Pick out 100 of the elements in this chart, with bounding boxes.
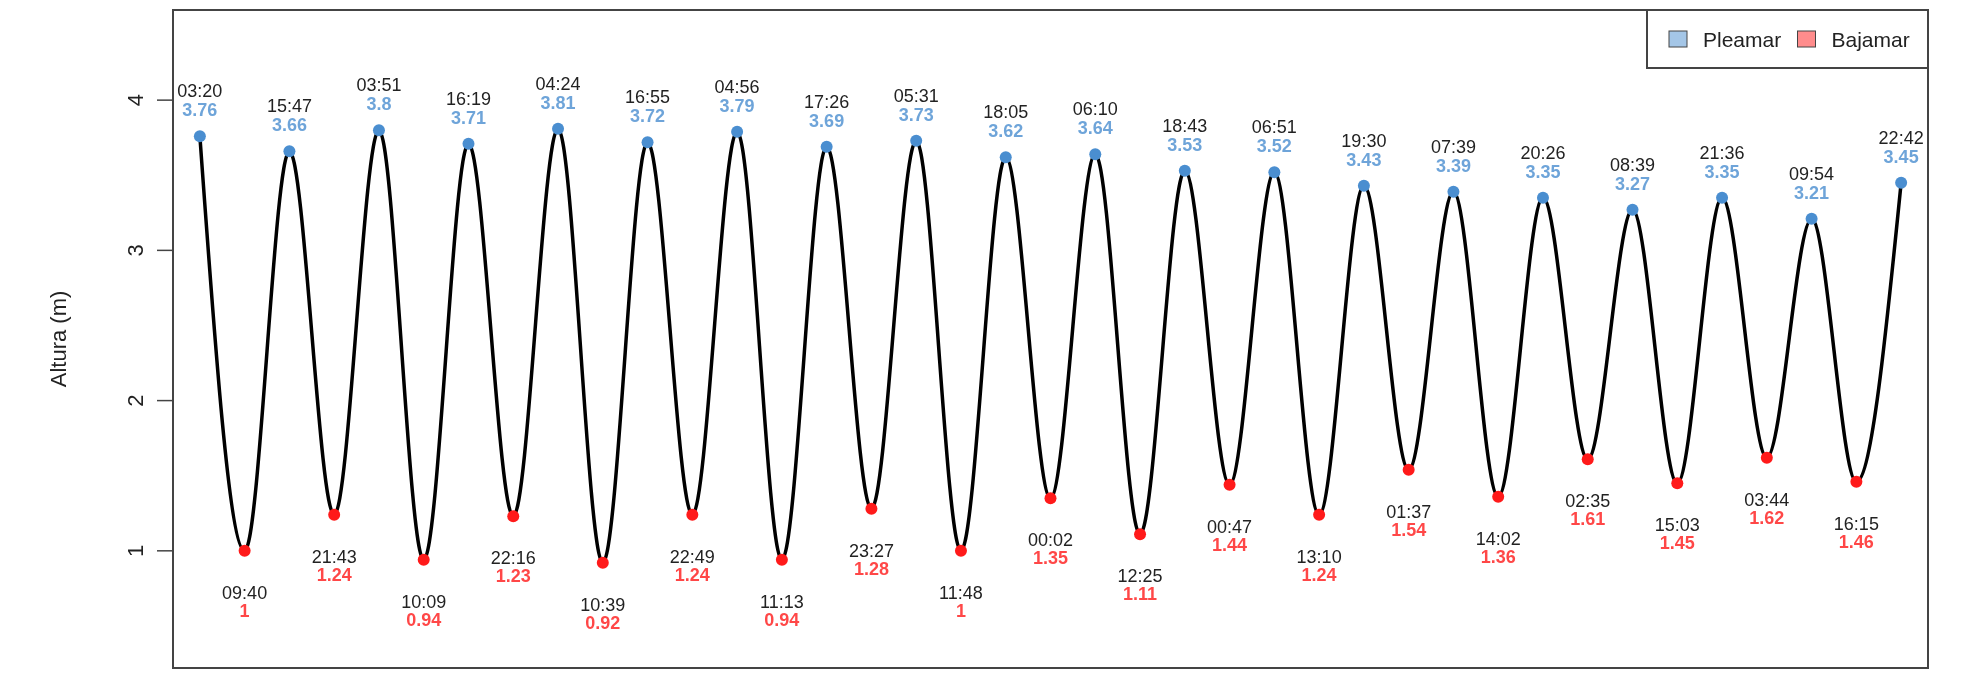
point: [775, 553, 788, 566]
annotation: 23:27: [848, 540, 894, 561]
annotation: 09:40: [222, 582, 268, 603]
data-label: 3.62: [988, 121, 1024, 142]
data-label: 3.71: [450, 107, 487, 128]
data-label: 3.66: [271, 115, 307, 136]
point: [1223, 478, 1236, 491]
data-label: 1.44: [1212, 534, 1248, 555]
data-label: 1.62: [1749, 507, 1785, 528]
legend-label: Bajamar: [1831, 28, 1910, 51]
point: [507, 510, 520, 523]
point: [1313, 508, 1326, 521]
data-label: 3.64: [1077, 118, 1113, 139]
data-label: 1.11: [1123, 584, 1158, 605]
data-label: 3.43: [1346, 149, 1382, 170]
data-label: 3.8: [366, 94, 392, 115]
data-label: 3.53: [1167, 134, 1203, 155]
data-label: 3.73: [898, 104, 934, 125]
annotation: 17:26: [804, 91, 850, 112]
annotation: 18:43: [1162, 115, 1208, 136]
y-tick-label: 2: [123, 394, 148, 407]
annotation: 19:30: [1341, 130, 1387, 151]
point: [328, 508, 341, 521]
data-label: 1.46: [1838, 531, 1874, 552]
data-label: 3.27: [1614, 173, 1651, 194]
point: [1850, 475, 1863, 488]
annotation: 08:39: [1609, 154, 1656, 175]
point: [1716, 191, 1729, 204]
annotation: 22:16: [490, 548, 536, 569]
point: [999, 151, 1012, 164]
data-label: 1.61: [1570, 509, 1606, 530]
point: [1581, 453, 1594, 466]
point: [596, 556, 609, 569]
point: [238, 544, 251, 557]
data-label: 1: [239, 600, 250, 621]
annotation: 21:36: [1699, 142, 1745, 163]
data-label: 3.76: [182, 100, 218, 121]
annotation: 11:48: [939, 582, 983, 603]
point: [1626, 203, 1639, 216]
data-label: 1.28: [853, 558, 889, 579]
data-label: 1.36: [1480, 546, 1516, 567]
annotation: 22:42: [1878, 127, 1924, 148]
data-label: 1: [955, 600, 966, 621]
annotation: 15:03: [1654, 515, 1700, 536]
annotation: 16:19: [445, 88, 492, 109]
annotation: 03:20: [177, 81, 223, 102]
y-tick-label: 3: [123, 244, 148, 257]
data-label: 0.92: [585, 612, 621, 633]
legend-label: Pleamar: [1703, 28, 1782, 51]
annotation: 11:13: [760, 591, 804, 612]
data-label: 3.21: [1794, 182, 1830, 203]
annotation: 22:49: [669, 546, 715, 567]
point: [1402, 463, 1415, 476]
point: [1357, 179, 1370, 192]
annotation: 10:39: [580, 594, 626, 615]
y-axis-title: Altura (m): [46, 290, 71, 388]
data-label: 3.35: [1704, 161, 1740, 182]
annotation: 06:51: [1251, 117, 1297, 138]
point: [731, 125, 744, 138]
annotation: 03:44: [1744, 489, 1790, 510]
point: [1805, 212, 1818, 225]
data-label: 3.69: [809, 110, 845, 131]
point: [1671, 477, 1684, 490]
point: [283, 145, 296, 158]
annotation: 06:10: [1072, 99, 1118, 120]
data-label: 3.35: [1525, 161, 1561, 182]
point: [954, 544, 967, 557]
annotation: 05:31: [893, 85, 939, 106]
annotation: 00:47: [1207, 516, 1253, 537]
annotation: 00:02: [1027, 530, 1074, 551]
annotation: 01:37: [1386, 501, 1432, 522]
annotation: 12:25: [1117, 566, 1163, 587]
data-label: 1.24: [674, 564, 710, 585]
data-label: 3.52: [1256, 136, 1292, 157]
y-tick-label: 1: [123, 544, 148, 557]
data-label: 3.72: [630, 106, 666, 127]
data-label: 1.54: [1391, 519, 1427, 540]
annotation: 16:15: [1833, 513, 1879, 534]
point: [686, 508, 699, 521]
point: [641, 136, 654, 149]
point: [1760, 451, 1773, 464]
data-label: 1.35: [1032, 548, 1069, 569]
data-label: 1.24: [1301, 564, 1337, 585]
data-label: 3.39: [1435, 155, 1471, 176]
point: [1178, 164, 1191, 177]
point: [1089, 148, 1102, 161]
data-label: 1.24: [316, 564, 352, 585]
annotation: 18:05: [983, 102, 1029, 123]
annotation: 21:43: [311, 546, 357, 567]
point: [1492, 490, 1505, 503]
annotation: 04:24: [535, 73, 581, 94]
annotation: 04:56: [714, 76, 760, 97]
annotation: 07:39: [1430, 136, 1476, 157]
point: [1895, 176, 1908, 189]
point: [1134, 528, 1147, 541]
data-label: 3.81: [540, 92, 576, 113]
annotation: 20:26: [1520, 142, 1566, 163]
point: [552, 122, 565, 135]
annotation: 10:09: [401, 591, 447, 612]
annotation: 09:54: [1789, 163, 1835, 184]
